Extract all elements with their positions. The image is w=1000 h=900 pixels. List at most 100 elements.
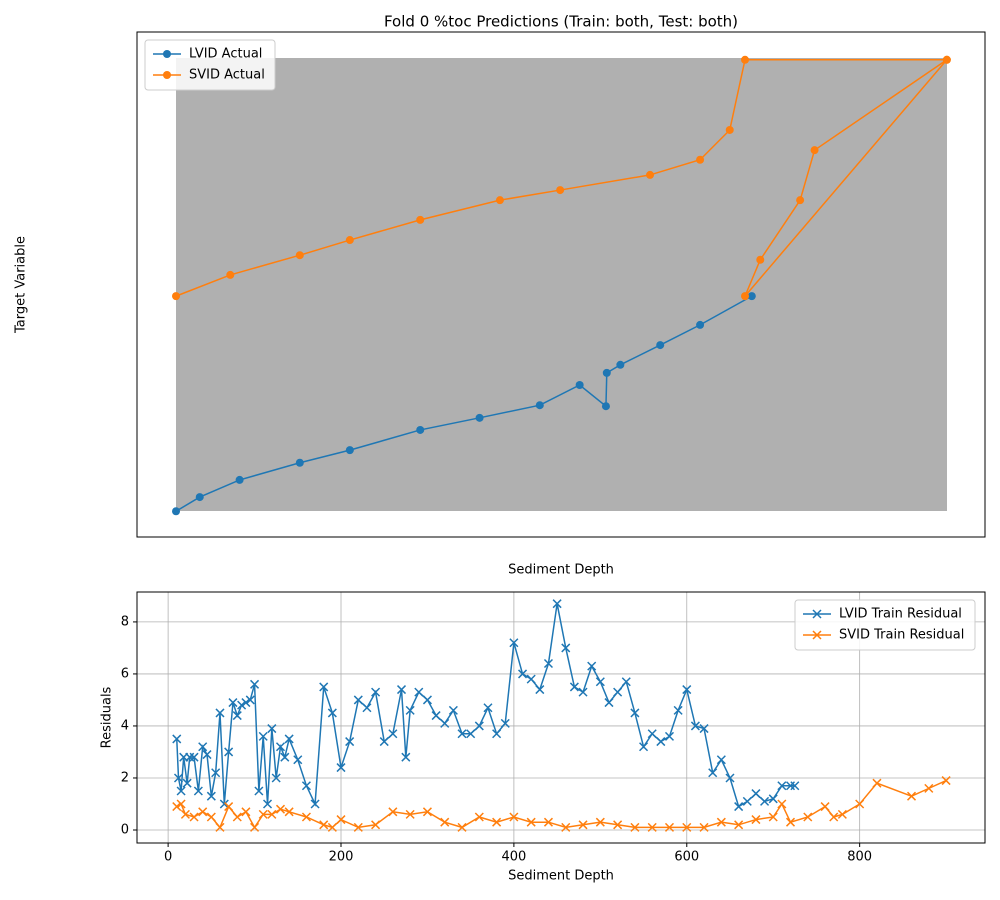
marker [232,711,242,721]
marker [457,822,467,832]
marker [353,695,363,705]
marker [708,768,718,778]
x-tick-label: 0 [164,850,172,865]
marker [176,799,186,809]
marker [258,731,268,741]
legend-label: SVID Train Residual [839,628,964,643]
marker [250,679,260,689]
marker [224,802,234,812]
marker [696,155,705,164]
marker [699,822,709,832]
marker [245,695,255,705]
marker [543,658,553,669]
marker [725,125,734,134]
marker [673,705,683,715]
marker [483,703,493,713]
y-tick-label: 6 [121,666,129,681]
marker [440,718,450,728]
marker [163,50,171,58]
marker [741,55,750,64]
marker [475,413,484,422]
marker [310,799,320,809]
marker [587,661,597,671]
marker [569,682,579,692]
marker [552,599,562,609]
marker [613,820,623,830]
marker [837,809,847,819]
marker [172,802,182,812]
marker [492,729,502,739]
marker [785,817,796,827]
marker [422,807,432,817]
marker [226,270,235,279]
marker [301,781,311,791]
marker [284,734,294,744]
marker [388,807,398,817]
marker [820,802,830,812]
marker [219,799,229,809]
marker [206,812,216,822]
marker [371,687,381,697]
marker [741,292,750,301]
marker [535,401,544,410]
marker [578,820,588,830]
marker [250,822,260,832]
marker [440,817,450,827]
marker [602,368,611,377]
marker [906,791,917,801]
marker [336,763,346,773]
marker [431,711,441,721]
marker [414,687,424,697]
y-tick-label: 0 [121,822,129,837]
marker [258,809,268,819]
marker [561,822,571,832]
legend-label: LVID Actual [189,47,262,62]
marker [616,360,625,369]
marker [232,812,242,822]
marker [656,737,666,747]
marker [172,292,181,301]
marker [768,794,778,804]
legend-box [794,599,976,651]
marker [518,669,528,679]
marker [202,750,212,760]
marker [760,796,770,806]
marker [492,817,502,827]
marker [163,71,171,79]
marker [301,812,311,822]
marker [872,778,882,788]
marker [664,731,675,741]
marker [275,742,286,752]
y-axis-label: Residuals [100,686,115,748]
marker [401,752,411,762]
marker [295,458,304,467]
marker [942,55,951,64]
x-tick-label: 400 [501,850,526,865]
marker [561,643,571,653]
marker [855,799,865,809]
marker [647,729,657,739]
x-tick-label: 800 [847,850,872,865]
marker [173,773,184,783]
marker [295,251,304,260]
marker [535,685,545,695]
marker [275,804,286,814]
marker [812,609,822,619]
marker [578,687,588,697]
marker [189,812,199,822]
marker [495,196,504,205]
marker [829,812,839,822]
marker [396,685,407,695]
x-tick-label: 600 [674,850,699,865]
marker [924,783,934,793]
marker [777,799,787,809]
legend-box [144,39,276,91]
marker [284,807,294,817]
marker [604,698,614,708]
marker [646,170,655,179]
marker [656,341,665,350]
marker [345,236,354,245]
marker [319,820,329,830]
marker [345,737,355,747]
